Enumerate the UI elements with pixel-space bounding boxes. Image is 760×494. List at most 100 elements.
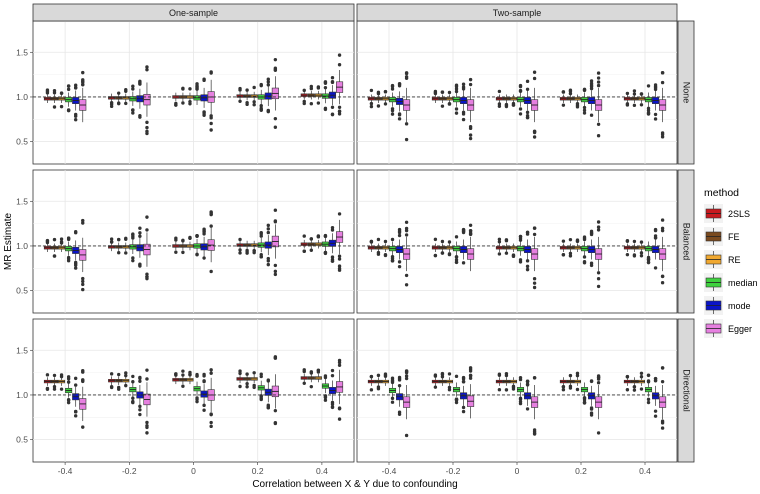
outlier-point <box>131 108 135 112</box>
outlier-point <box>596 80 601 84</box>
outlier-point <box>181 86 185 90</box>
outlier-point <box>561 388 566 392</box>
outlier-point <box>653 414 658 418</box>
outlier-point <box>195 374 199 378</box>
outlier-point <box>131 399 135 404</box>
outlier-point <box>266 230 270 235</box>
outlier-point <box>390 112 395 116</box>
outlier-point <box>468 126 473 131</box>
outlier-point <box>202 408 206 412</box>
outlier-point <box>145 368 149 372</box>
x-tick-label: 0 <box>515 466 520 476</box>
outlier-point <box>625 102 630 106</box>
outlier-point <box>596 71 601 75</box>
outlier-point <box>138 379 142 384</box>
outlier-point <box>202 227 206 231</box>
outlier-point <box>461 82 466 86</box>
outlier-point <box>124 373 128 378</box>
outlier-point <box>596 284 601 289</box>
outlier-point <box>532 135 537 139</box>
outlier-point <box>73 230 78 234</box>
row-strip <box>677 169 695 314</box>
outlier-point <box>131 87 135 91</box>
outlier-point <box>266 406 270 410</box>
outlier-point <box>45 386 50 391</box>
outlier-point <box>575 105 580 109</box>
outlier-point <box>653 117 658 121</box>
column-strip <box>32 3 355 22</box>
outlier-point <box>195 85 199 89</box>
x-tick-label: 0.2 <box>252 466 264 476</box>
outlier-point <box>646 373 651 378</box>
outlier-point <box>330 80 335 85</box>
outlier-point <box>323 234 328 239</box>
outlier-point <box>302 368 306 372</box>
outlier-point <box>660 132 665 137</box>
outlier-point <box>383 102 388 106</box>
outlier-point <box>646 108 651 113</box>
outlier-point <box>639 371 644 375</box>
outlier-point <box>575 371 580 376</box>
outlier-point <box>532 76 537 81</box>
outlier-point <box>266 403 270 407</box>
outlier-point <box>653 266 658 270</box>
column-strip-label: Two-sample <box>493 8 542 18</box>
outlier-point <box>323 80 328 85</box>
outlier-point <box>646 260 651 265</box>
outlier-point <box>589 379 594 384</box>
outlier-point <box>252 85 256 90</box>
outlier-point <box>568 89 573 93</box>
outlier-point <box>273 272 278 277</box>
outlier-point <box>625 388 630 392</box>
outlier-point <box>660 80 665 85</box>
outlier-point <box>145 431 149 435</box>
outlier-point <box>124 383 128 388</box>
outlier-point <box>131 84 135 88</box>
outlier-point <box>404 228 409 233</box>
outlier-point <box>330 105 335 109</box>
outlier-point <box>390 87 395 91</box>
outlier-point <box>440 375 445 379</box>
outlier-point <box>532 277 537 281</box>
outlier-point <box>454 255 459 259</box>
outlier-point <box>575 102 580 106</box>
outlier-point <box>81 279 85 284</box>
outlier-point <box>461 377 466 381</box>
outlier-point <box>181 369 185 373</box>
outlier-point <box>273 263 278 268</box>
outlier-point <box>454 84 459 89</box>
outlier-point <box>73 117 78 122</box>
outlier-point <box>497 373 502 377</box>
x-tick-label: 0.2 <box>575 466 587 476</box>
outlier-point <box>660 366 665 370</box>
outlier-point <box>330 75 335 80</box>
outlier-point <box>433 237 438 242</box>
outlier-point <box>266 83 270 87</box>
outlier-point <box>52 254 57 258</box>
outlier-point <box>238 99 242 103</box>
outlier-point <box>468 231 473 235</box>
outlier-point <box>639 251 644 255</box>
outlier-point <box>330 402 335 406</box>
outlier-point <box>209 420 213 425</box>
outlier-point <box>582 255 587 259</box>
outlier-point <box>66 400 71 405</box>
outlier-point <box>596 225 601 229</box>
outlier-point <box>195 252 199 257</box>
outlier-point <box>81 218 85 223</box>
y-tick-label: 1.5 <box>16 345 28 355</box>
outlier-point <box>138 412 142 417</box>
outlier-point <box>518 236 523 241</box>
outlier-point <box>525 382 530 386</box>
outlier-point <box>582 108 587 113</box>
outlier-point <box>568 254 573 258</box>
outlier-point <box>202 256 206 260</box>
outlier-point <box>561 252 566 257</box>
outlier-point <box>174 101 178 106</box>
outlier-point <box>653 228 658 233</box>
outlier-point <box>525 259 530 263</box>
outlier-point <box>653 87 658 92</box>
outlier-point <box>309 102 314 106</box>
row-strip-label: Directional <box>682 369 692 412</box>
